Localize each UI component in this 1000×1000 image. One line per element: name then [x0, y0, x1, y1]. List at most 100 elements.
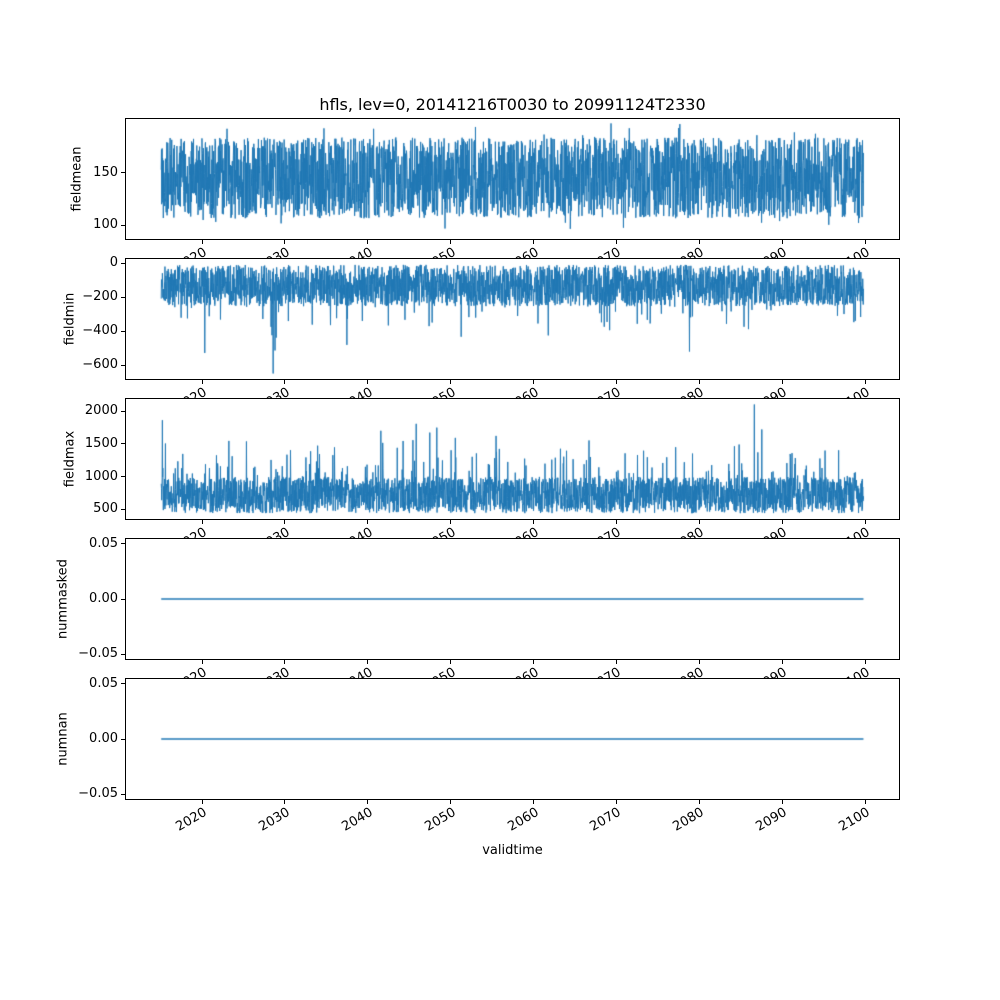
x-axis-label: validtime: [482, 843, 543, 858]
y-tick-mark: [121, 508, 125, 510]
axes-nummasked: [125, 538, 900, 660]
x-tick-mark: [864, 660, 866, 664]
x-tick-label: 2090: [753, 805, 790, 835]
x-tick-mark: [698, 240, 700, 244]
y-axis-label-nummasked: nummasked: [55, 559, 70, 639]
series-fieldmean: [126, 119, 899, 239]
axes-numnan: [125, 678, 900, 800]
x-tick-mark: [450, 240, 452, 244]
y-tick-mark: [121, 738, 125, 740]
y-axis-label-fieldmean: fieldmean: [69, 146, 85, 212]
x-tick-mark: [698, 660, 700, 664]
x-tick-mark: [616, 800, 618, 804]
y-tick-label: 100: [93, 217, 118, 233]
x-tick-mark: [450, 520, 452, 524]
y-tick-label: −400: [82, 323, 118, 339]
y-tick-label: 2000: [84, 403, 118, 419]
x-tick-mark: [284, 240, 286, 244]
y-tick-mark: [121, 330, 125, 332]
y-tick-mark: [121, 443, 125, 445]
x-tick-mark: [533, 380, 535, 384]
x-tick-mark: [201, 240, 203, 244]
y-tick-mark: [121, 364, 125, 366]
y-tick-mark: [121, 543, 125, 545]
y-tick-label: −0.05: [78, 786, 118, 802]
y-tick-mark: [121, 598, 125, 600]
y-tick-mark: [121, 172, 125, 174]
x-tick-label: 2070: [587, 805, 625, 835]
x-tick-label: 2030: [256, 805, 293, 835]
x-tick-mark: [450, 800, 452, 804]
x-tick-mark: [864, 800, 866, 804]
x-tick-mark: [284, 380, 286, 384]
x-tick-mark: [698, 380, 700, 384]
x-tick-mark: [616, 240, 618, 244]
x-tick-mark: [450, 660, 452, 664]
x-tick-mark: [781, 380, 783, 384]
x-tick-label: 2080: [670, 805, 707, 835]
x-tick-mark: [367, 520, 369, 524]
series-nummasked: [126, 539, 899, 659]
y-tick-mark: [121, 410, 125, 412]
axes-fieldmax: [125, 398, 900, 520]
y-tick-label: −200: [82, 289, 118, 305]
x-tick-mark: [201, 660, 203, 664]
x-tick-mark: [781, 800, 783, 804]
x-tick-label: 2050: [422, 805, 459, 835]
x-tick-mark: [781, 520, 783, 524]
y-tick-mark: [121, 683, 125, 685]
x-tick-mark: [533, 520, 535, 524]
y-tick-label: −0.05: [78, 646, 118, 662]
y-tick-label: 0.00: [89, 591, 118, 606]
x-tick-mark: [864, 240, 866, 244]
series-numnan: [126, 679, 899, 799]
x-tick-mark: [698, 520, 700, 524]
axes-fieldmean: [125, 118, 900, 240]
x-tick-mark: [616, 520, 618, 524]
x-tick-mark: [284, 800, 286, 804]
x-tick-mark: [533, 240, 535, 244]
x-tick-label: 2040: [339, 805, 376, 835]
y-tick-mark: [121, 476, 125, 478]
x-tick-mark: [533, 660, 535, 664]
x-tick-mark: [616, 660, 618, 664]
x-tick-mark: [864, 520, 866, 524]
y-tick-label: 500: [93, 501, 118, 517]
y-tick-label: 1500: [84, 435, 118, 451]
x-tick-mark: [781, 660, 783, 664]
x-tick-mark: [367, 660, 369, 664]
y-axis-label-fieldmax: fieldmax: [62, 430, 78, 488]
series-fieldmax: [126, 399, 899, 519]
y-tick-mark: [121, 793, 125, 795]
x-tick-label: 2020: [173, 805, 210, 835]
x-tick-mark: [284, 520, 286, 524]
y-tick-label: 150: [93, 164, 118, 180]
axes-fieldmin: [125, 258, 900, 380]
x-tick-mark: [367, 240, 369, 244]
figure-title: hfls, lev=0, 20141216T0030 to 20991124T2…: [319, 95, 706, 114]
x-tick-mark: [616, 380, 618, 384]
x-tick-mark: [201, 800, 203, 804]
y-tick-label: 0.05: [89, 535, 118, 551]
y-axis-label-numnan: numnan: [55, 712, 70, 766]
x-tick-mark: [201, 520, 203, 524]
y-tick-label: −600: [82, 357, 118, 373]
series-fieldmin: [126, 259, 899, 379]
x-tick-mark: [284, 660, 286, 664]
y-tick-mark: [121, 224, 125, 226]
y-tick-mark: [121, 653, 125, 655]
x-tick-mark: [781, 240, 783, 244]
y-tick-mark: [121, 262, 125, 264]
y-tick-mark: [121, 296, 125, 298]
x-tick-mark: [450, 380, 452, 384]
x-tick-label: 2060: [504, 805, 542, 835]
y-tick-label: 0: [109, 255, 118, 271]
x-tick-mark: [698, 800, 700, 804]
x-tick-mark: [367, 800, 369, 804]
y-tick-label: 0.00: [89, 731, 118, 746]
x-tick-mark: [864, 380, 866, 384]
x-tick-mark: [367, 380, 369, 384]
y-tick-label: 1000: [84, 468, 118, 484]
x-tick-label: 2100: [836, 805, 873, 835]
